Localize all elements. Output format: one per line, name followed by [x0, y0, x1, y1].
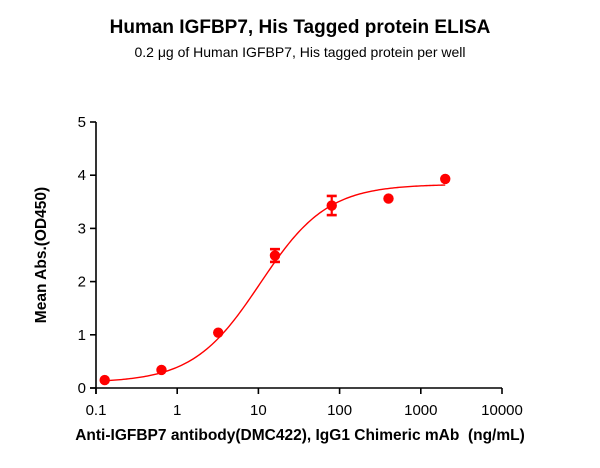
x-tick-label: 10	[250, 402, 267, 419]
x-axis-label: Anti-IGFBP7 antibody(DMC422), IgG1 Chime…	[75, 427, 525, 444]
x-tick-label: 0.1	[86, 402, 107, 419]
y-tick-label: 3	[78, 220, 86, 237]
data-point-marker	[213, 327, 224, 338]
chart-title: Human IGFBP7, His Tagged protein ELISA	[109, 17, 491, 38]
data-point-marker	[269, 250, 281, 261]
data-point-marker	[99, 374, 110, 386]
data-point-marker	[383, 193, 394, 204]
y-tick-label: 0	[78, 380, 86, 397]
x-tick-label: 10000	[481, 402, 523, 419]
axes: 0 1 2 3 4 5 0.1 1 10 100 1000 10000	[78, 114, 523, 419]
data-points	[99, 173, 451, 386]
chart-subtitle: 0.2 μg of Human IGFBP7, His tagged prote…	[134, 44, 466, 60]
y-tick-label: 1	[78, 327, 86, 344]
x-tick-label: 1000	[404, 402, 437, 419]
fit-curve	[104, 184, 446, 382]
data-point-marker	[156, 364, 167, 376]
y-tick-label: 4	[78, 167, 86, 184]
x-tick-label: 100	[327, 402, 352, 419]
data-point-marker	[326, 200, 337, 211]
fit-line	[104, 184, 446, 382]
x-tick-label: 1	[173, 402, 181, 419]
data-point-marker	[440, 173, 451, 185]
y-tick-label: 2	[78, 274, 86, 291]
y-tick-label: 5	[78, 114, 86, 131]
